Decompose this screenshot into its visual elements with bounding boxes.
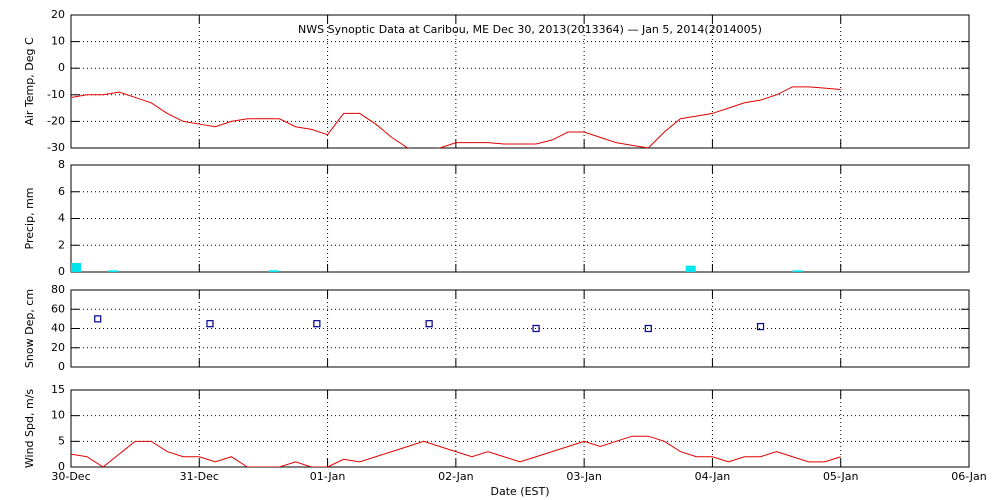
series <box>71 262 803 272</box>
bar <box>108 270 119 272</box>
y-axis-label: Air Temp, Deg C <box>23 37 36 126</box>
x-axis-label: Date (EST) <box>490 485 549 498</box>
series <box>71 435 841 467</box>
line <box>71 86 841 148</box>
x-tick-label: 30-Dec <box>51 470 90 483</box>
point <box>532 324 540 333</box>
y-tick-label: 0 <box>58 61 65 74</box>
x-tick-label: 05-Jan <box>823 470 859 483</box>
series <box>71 86 841 148</box>
point <box>644 324 652 333</box>
x-tick-label: 01-Jan <box>310 470 346 483</box>
point <box>313 320 321 328</box>
point <box>425 320 433 328</box>
y-tick-label: 0 <box>58 265 65 278</box>
x-tick-label: 04-Jan <box>695 470 731 483</box>
y-axis-label: Snow Dep, cm <box>23 289 36 368</box>
y-axis-label: Precip, mm <box>23 188 36 250</box>
x-tick-label: 02-Jan <box>438 470 474 483</box>
bar <box>685 265 696 272</box>
bar <box>792 270 803 272</box>
y-tick-label: 8 <box>58 158 65 171</box>
y-tick-label: 20 <box>51 8 65 21</box>
x-tick-label: 31-Dec <box>180 470 219 483</box>
y-tick-label: 5 <box>58 434 65 447</box>
y-tick-label: 0 <box>58 360 65 373</box>
plot-frame <box>70 389 970 468</box>
y-tick-label: 10 <box>51 409 65 422</box>
y-tick-label: 4 <box>58 212 65 225</box>
point <box>94 315 102 323</box>
y-tick-label: 40 <box>51 322 65 335</box>
chart-title: NWS Synoptic Data at Caribou, ME Dec 30,… <box>298 23 762 36</box>
point <box>206 320 214 328</box>
y-tick-label: 10 <box>51 35 65 48</box>
y-tick-label: 15 <box>51 383 65 396</box>
x-tick-label: 06-Jan <box>951 470 987 483</box>
y-tick-label: 20 <box>51 341 65 354</box>
y-tick-label: -30 <box>47 141 65 154</box>
y-axis-label: Wind Spd, m/s <box>23 389 36 469</box>
y-tick-label: 60 <box>51 302 65 315</box>
point <box>756 322 765 331</box>
y-tick-label: 0 <box>58 460 65 473</box>
bar <box>71 262 81 272</box>
series <box>94 315 765 333</box>
plot-frame <box>70 14 970 149</box>
y-tick-label: -20 <box>47 114 65 127</box>
x-tick-label: 03-Jan <box>566 470 602 483</box>
y-tick-label: 6 <box>58 185 65 198</box>
bar <box>268 270 279 272</box>
y-tick-label: 80 <box>51 283 65 296</box>
line <box>71 435 841 467</box>
y-tick-label: -10 <box>47 88 65 101</box>
y-tick-label: 2 <box>58 238 65 251</box>
